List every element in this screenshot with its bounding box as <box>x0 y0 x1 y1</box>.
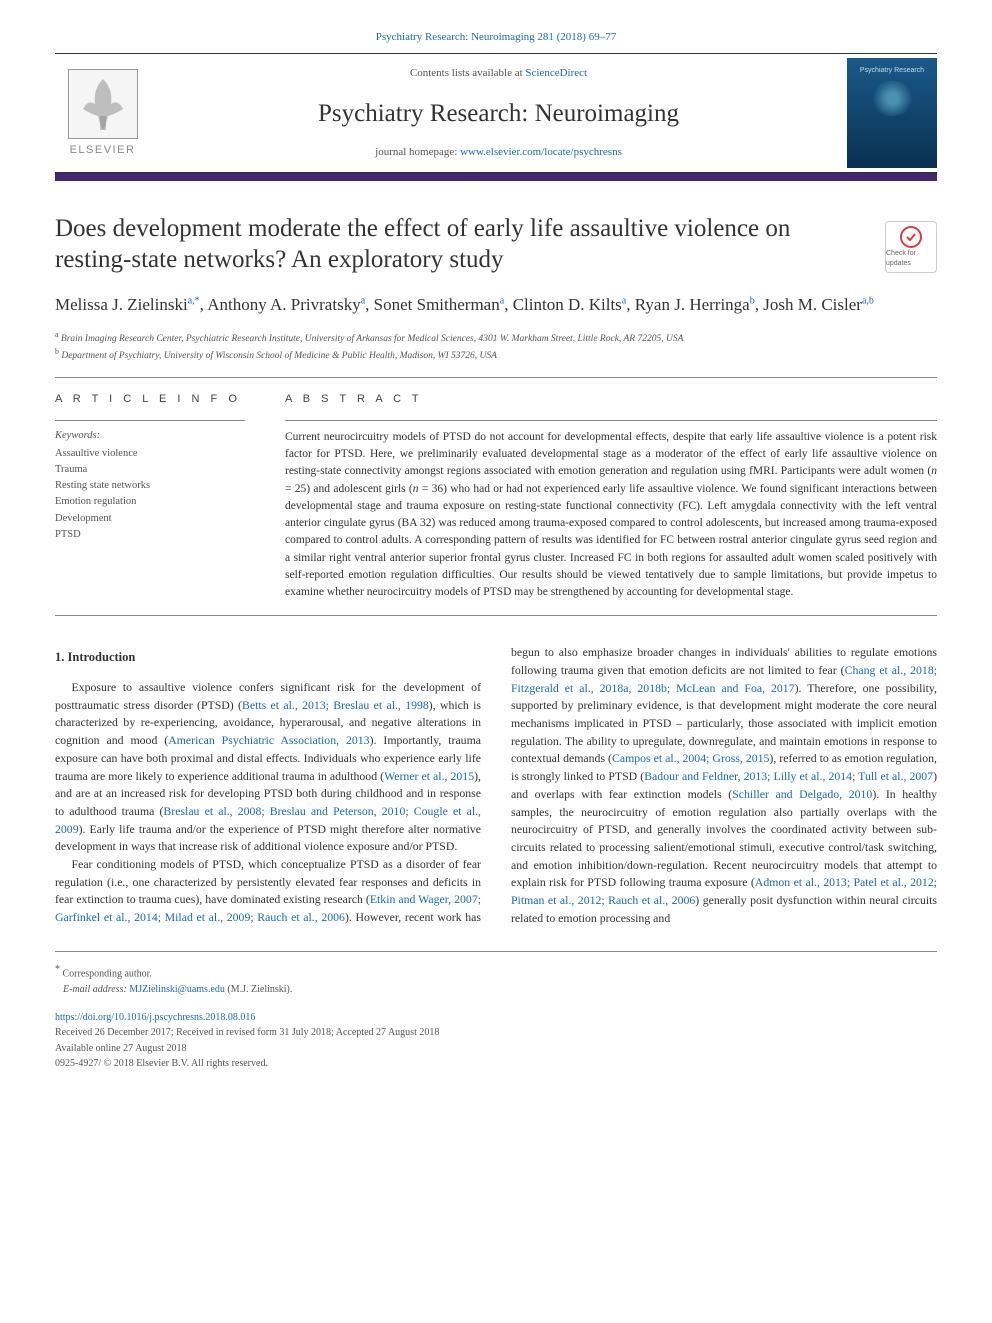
divider <box>55 377 937 378</box>
keywords-label: Keywords: <box>55 429 245 444</box>
citation-link[interactable]: Breslau et al., 2008; Breslau and Peters… <box>55 804 481 836</box>
elsevier-logo[interactable]: ELSEVIER <box>55 61 150 166</box>
divider <box>55 615 937 616</box>
elsevier-wordmark: ELSEVIER <box>70 143 136 158</box>
citation-link[interactable]: Werner et al., 2015 <box>384 769 474 783</box>
citation-link[interactable]: Etkin and Wager, 2007; Garfinkel et al.,… <box>55 892 481 924</box>
body-paragraph: Exposure to assaultive violence confers … <box>55 679 481 856</box>
citation-link[interactable]: Admon et al., 2013; Patel et al., 2012; … <box>511 875 937 907</box>
contents-available-line: Contents lists available at ScienceDirec… <box>150 66 847 81</box>
article-title: Does development moderate the effect of … <box>55 213 937 276</box>
check-updates-label: Check for updates <box>886 249 936 269</box>
copyright-line: 0925-4927/ © 2018 Elsevier B.V. All righ… <box>55 1056 937 1072</box>
received-dates: Received 26 December 2017; Received in r… <box>55 1025 937 1041</box>
available-online: Available online 27 August 2018 <box>55 1041 937 1057</box>
citation-link[interactable]: Chang et al., 2018; Fitzgerald et al., 2… <box>511 663 937 695</box>
keywords-list: Assaultive violenceTraumaResting state n… <box>55 446 245 544</box>
citation-link[interactable]: Badour and Feldner, 2013; Lilly et al., … <box>644 769 933 783</box>
divider <box>285 420 937 421</box>
journal-cover-thumbnail[interactable]: Psychiatry Research <box>847 58 937 168</box>
journal-header-box: ELSEVIER Contents lists available at Sci… <box>55 53 937 173</box>
citation-link[interactable]: American Psychiatric Association, 2013 <box>168 733 369 747</box>
divider <box>55 420 245 421</box>
crossmark-icon <box>899 225 923 249</box>
citation-header[interactable]: Psychiatry Research: Neuroimaging 281 (2… <box>55 30 937 45</box>
accent-bar <box>55 173 937 181</box>
contents-prefix: Contents lists available at <box>410 67 525 79</box>
citation-link[interactable]: Campos et al., 2004; Gross, 2015 <box>612 751 769 765</box>
section-heading: 1. Introduction <box>55 648 481 667</box>
sciencedirect-link[interactable]: ScienceDirect <box>525 67 587 79</box>
homepage-prefix: journal homepage: <box>375 146 460 158</box>
homepage-line: journal homepage: www.elsevier.com/locat… <box>150 145 847 160</box>
cover-brain-icon <box>870 81 915 116</box>
check-updates-badge[interactable]: Check for updates <box>885 221 937 273</box>
affiliations: a Brain Imaging Research Center, Psychia… <box>55 329 937 364</box>
email-label: E-mail address: <box>63 984 127 995</box>
citation-link[interactable]: Schiller and Delgado, 2010 <box>732 787 872 801</box>
article-body: 1. Introduction Exposure to assaultive v… <box>55 644 937 927</box>
abstract-heading: A B S T R A C T <box>285 392 937 407</box>
citation-link[interactable]: Betts et al., 2013; Breslau et al., 1998 <box>242 698 429 712</box>
doi-link[interactable]: https://doi.org/10.1016/j.pscychresns.20… <box>55 1012 255 1023</box>
cover-label: Psychiatry Research <box>860 66 924 76</box>
email-attribution: (M.J. Zielinski). <box>227 984 292 995</box>
elsevier-tree-icon <box>68 69 138 139</box>
author-list: Melissa J. Zielinskia,*, Anthony A. Priv… <box>55 294 937 317</box>
corresponding-author-note: Corresponding author. <box>63 969 152 980</box>
article-info-heading: A R T I C L E I N F O <box>55 392 245 407</box>
journal-name: Psychiatry Research: Neuroimaging <box>150 96 847 131</box>
abstract-text: Current neurocircuitry models of PTSD do… <box>285 429 937 602</box>
homepage-link[interactable]: www.elsevier.com/locate/psychresns <box>460 146 622 158</box>
page-footer: * Corresponding author. E-mail address: … <box>55 951 937 1071</box>
corresponding-mark: * <box>55 964 60 975</box>
corresponding-email[interactable]: MJZielinski@uams.edu <box>129 984 225 995</box>
